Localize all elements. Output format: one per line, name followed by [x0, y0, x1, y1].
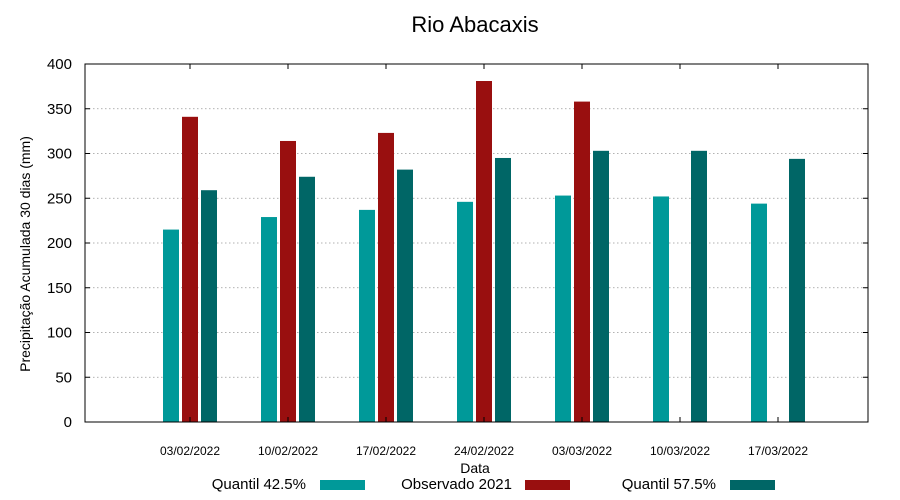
legend: Quantil 42.5% Observado 2021 Quantil 57.5% [212, 476, 775, 493]
bar-quantil-57-5- [397, 169, 413, 422]
bar-quantil-57-5- [789, 158, 805, 422]
bar-quantil-42-5- [261, 217, 277, 422]
legend-label: Observado 2021 [401, 476, 512, 493]
bar-observado-2021 [182, 116, 198, 423]
legend-label: Quantil 42.5% [212, 476, 306, 493]
bar-quantil-57-5- [691, 150, 707, 422]
bar-quantil-42-5- [457, 201, 473, 422]
y-axis-ticks: 0 50 100 150 200 250 300 350 400 [47, 56, 868, 431]
bar-quantil-42-5- [653, 196, 669, 422]
bar-observado-2021 [476, 81, 492, 422]
bars [163, 81, 805, 423]
x-tick-label: 17/02/2022 [356, 444, 416, 458]
bar-quantil-57-5- [495, 157, 511, 422]
bar-quantil-42-5- [163, 229, 179, 422]
x-tick-label: 10/03/2022 [650, 444, 710, 458]
bar-observado-2021 [574, 101, 590, 422]
x-tick-label: 03/03/2022 [552, 444, 612, 458]
bar-quantil-42-5- [751, 203, 767, 422]
legend-label: Quantil 57.5% [622, 476, 716, 493]
y-axis-label: Precipitação Acumulada 30 dias (mm) [17, 136, 33, 372]
x-axis-label: Data [460, 460, 490, 476]
x-tick-label: 24/02/2022 [454, 444, 514, 458]
bar-observado-2021 [378, 132, 394, 423]
legend-swatch [730, 480, 775, 490]
y-tick-label: 400 [47, 56, 72, 73]
y-tick-label: 150 [47, 280, 72, 297]
x-tick-label: 17/03/2022 [748, 444, 808, 458]
x-axis-ticks: 03/02/2022 10/02/2022 17/02/2022 24/02/2022… [160, 64, 808, 458]
y-tick-label: 200 [47, 235, 72, 252]
bar-quantil-57-5- [299, 176, 315, 422]
legend-swatch [525, 480, 570, 490]
bar-quantil-57-5- [593, 150, 609, 422]
y-tick-label: 0 [64, 414, 72, 431]
grid [85, 108, 868, 378]
y-tick-label: 250 [47, 190, 72, 207]
y-tick-label: 300 [47, 146, 72, 163]
x-tick-label: 10/02/2022 [258, 444, 318, 458]
y-tick-label: 50 [55, 369, 72, 386]
bar-observado-2021 [280, 140, 296, 422]
bar-quantil-57-5- [201, 190, 217, 422]
legend-swatch [320, 480, 365, 490]
x-tick-label: 03/02/2022 [160, 444, 220, 458]
bar-quantil-42-5- [359, 209, 375, 422]
bar-quantil-42-5- [555, 195, 571, 422]
chart-title: Rio Abacaxis [411, 12, 538, 37]
y-tick-label: 100 [47, 325, 72, 342]
y-tick-label: 350 [47, 101, 72, 118]
